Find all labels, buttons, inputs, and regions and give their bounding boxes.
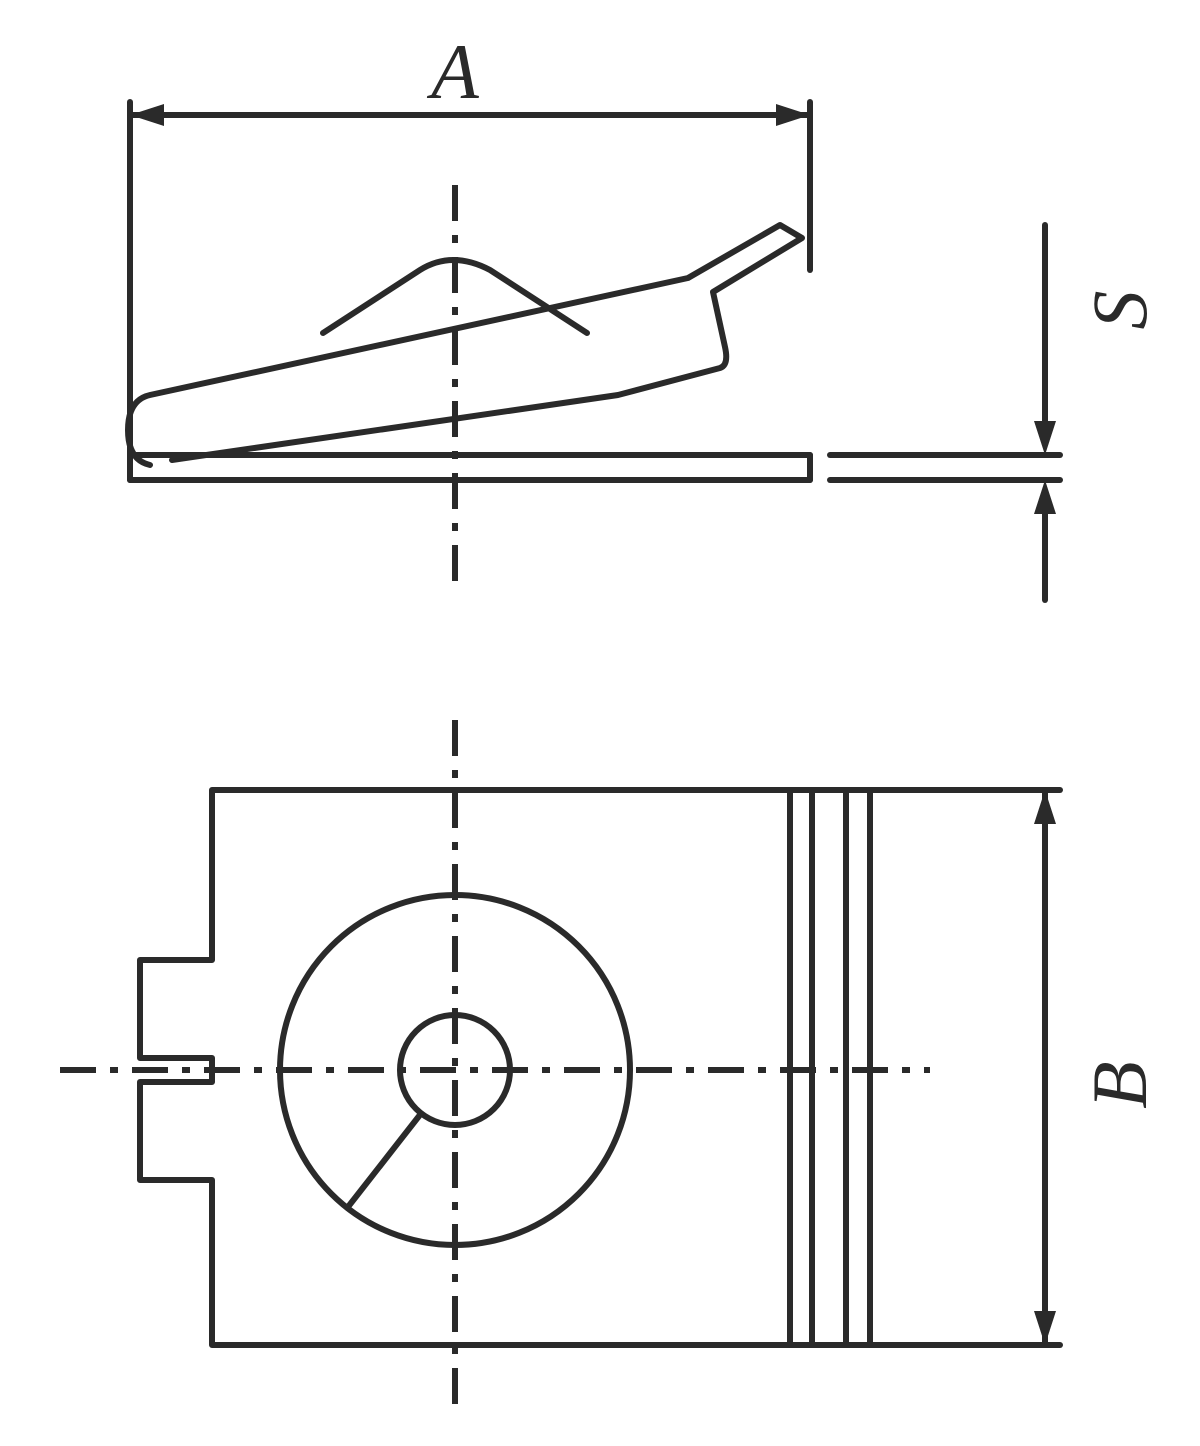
dim-s-label: S — [1076, 291, 1163, 330]
dim-a-label: A — [426, 28, 479, 115]
dim-b-label: B — [1076, 1061, 1163, 1109]
top-view-radial — [347, 1113, 421, 1208]
